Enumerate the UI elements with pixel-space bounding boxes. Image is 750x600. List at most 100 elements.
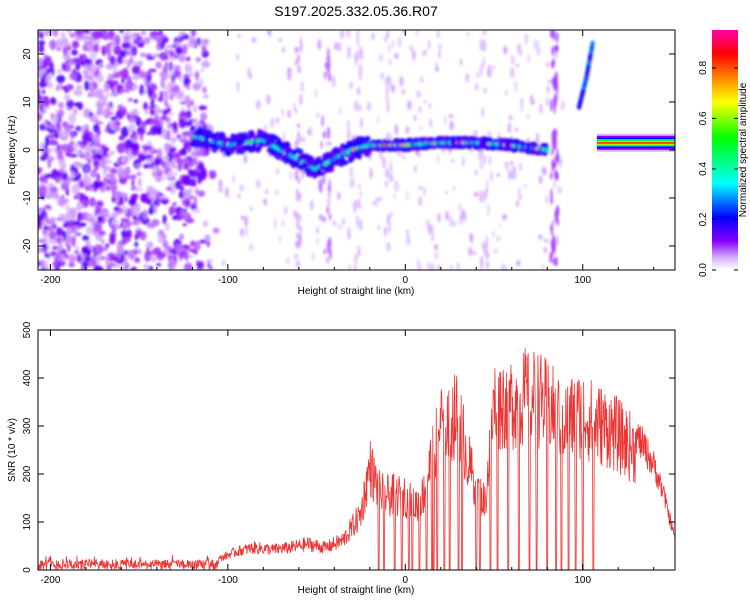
heatmap-cell (151, 218, 160, 227)
heatmap-cell (160, 55, 169, 61)
heatmap-cell (168, 262, 174, 270)
heatmap-cell (176, 89, 185, 100)
heatmap-cell (325, 256, 330, 264)
heatmap-cell (402, 88, 405, 95)
heatmap-cell (347, 45, 351, 60)
heatmap-cell (295, 211, 299, 222)
heatmap-cell (450, 158, 455, 164)
snr-frame (37, 329, 676, 571)
heatmap-cell (518, 195, 522, 200)
heatmap-cell (56, 227, 64, 237)
heatmap-cell (61, 121, 69, 128)
heatmap-cell (438, 44, 442, 50)
heatmap-cell (44, 228, 48, 234)
heatmap-cell (556, 217, 559, 226)
heatmap-cell (183, 162, 189, 171)
heatmap-cell (339, 41, 342, 52)
heatmap-cell (66, 30, 72, 34)
heatmap-cell (200, 112, 208, 121)
heatmap-cell (524, 32, 528, 45)
heatmap-cell (430, 263, 435, 270)
heatmap-cell (195, 56, 202, 63)
heatmap-cell (109, 235, 116, 245)
heatmap-cell (56, 74, 66, 84)
heatmap-cell (321, 171, 326, 177)
heatmap-cell (39, 185, 47, 196)
heatmap-cell (299, 165, 305, 171)
heatmap-cell (458, 203, 461, 212)
heatmap-cell (105, 43, 112, 54)
heatmap-cell (552, 58, 555, 70)
snr-ticks: -200 -100 0 100 0 100 200 300 400 500 (22, 321, 675, 586)
heatmap-cell (91, 91, 98, 98)
heatmap-cell (369, 167, 373, 180)
heatmap-cell (39, 238, 46, 243)
heatmap-cell (326, 205, 330, 215)
heatmap-cell (353, 100, 359, 112)
heatmap-cell (126, 52, 135, 56)
heatmap-cell (274, 218, 277, 230)
heatmap-cell (146, 247, 150, 255)
heatmap-cell (341, 217, 346, 226)
heatmap-cell (295, 188, 299, 202)
heatmap-cell (473, 191, 479, 197)
heatmap-cell (92, 188, 98, 192)
heatmap-cell (71, 184, 80, 195)
heatmap-cell (294, 254, 299, 260)
heatmap-cell (121, 142, 127, 147)
heatmap-cell (468, 247, 473, 257)
heatmap-cell (134, 233, 139, 241)
heatmap-cell (300, 80, 305, 93)
heatmap-cell (59, 129, 67, 137)
heatmap-cell (346, 119, 350, 130)
heatmap-cell (44, 253, 51, 258)
heatmap-cell (147, 131, 151, 136)
heatmap-cell (360, 117, 363, 130)
heatmap-cell (385, 83, 389, 95)
heatmap-cell (510, 54, 515, 66)
heatmap-cell (232, 174, 235, 184)
heatmap-cell (465, 72, 470, 83)
heatmap-cell (198, 105, 208, 111)
heatmap-cell (482, 39, 487, 52)
heatmap-cell (309, 199, 314, 211)
heatmap-cell (101, 34, 110, 41)
heatmap-cell (518, 49, 523, 57)
heatmap-cell (509, 67, 515, 79)
heatmap-cell (249, 73, 253, 80)
spectrogram-ytick-label: -20 (22, 238, 33, 253)
heatmap-cell (327, 239, 331, 248)
heatmap-cell (282, 131, 286, 142)
heatmap-cell (356, 37, 360, 47)
heatmap-cell (178, 191, 185, 199)
snr-xtick-label: 0 (403, 575, 409, 586)
heatmap-cell (124, 81, 131, 91)
heatmap-cell (131, 178, 135, 187)
heatmap-cell (384, 35, 388, 43)
heatmap-cell (553, 128, 556, 138)
heatmap-cell (198, 162, 205, 171)
heatmap-cell (59, 144, 67, 152)
heatmap-cell (196, 37, 201, 46)
heatmap-cell (80, 53, 88, 62)
heatmap-cell (69, 33, 76, 38)
heatmap-cell (547, 79, 552, 84)
heatmap-cell (508, 114, 513, 121)
heatmap-cell (286, 257, 290, 265)
heatmap-cell (511, 175, 517, 180)
heatmap-cell (347, 226, 351, 241)
heatmap-cell (496, 236, 501, 242)
heatmap-cell (95, 254, 101, 265)
heatmap-cell (539, 103, 543, 115)
heatmap-cell (98, 144, 107, 148)
heatmap-cell (405, 229, 410, 236)
snr-panel: -200 -100 0 100 0 100 200 300 400 500 Height of s… (7, 321, 676, 596)
heatmap-cell (520, 97, 523, 107)
heatmap-cell (96, 129, 101, 136)
heatmap-cell (475, 82, 478, 91)
heatmap-cell (100, 238, 105, 245)
heatmap-cell (338, 224, 342, 230)
heatmap-cell (39, 123, 46, 131)
heatmap-cell (68, 207, 77, 217)
heatmap-cell (41, 68, 47, 74)
